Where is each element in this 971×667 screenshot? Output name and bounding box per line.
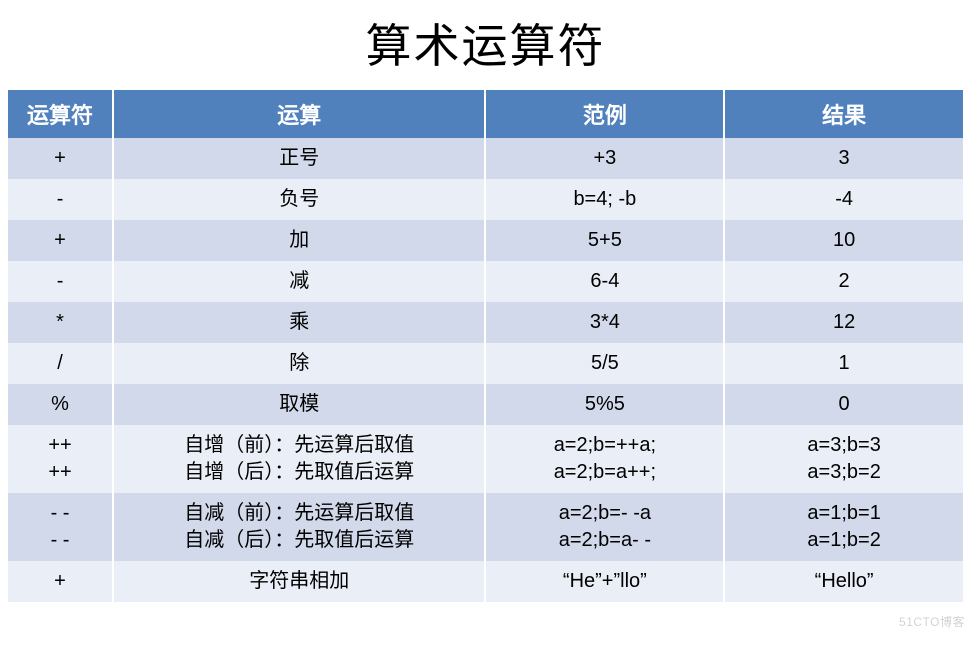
table-cell: a=2;b=++a; a=2;b=a++; — [485, 425, 724, 493]
table-cell: - - - - — [8, 493, 113, 561]
watermark-text: 51CTO博客 — [899, 613, 965, 630]
table-row: - - - -自减（前）：先运算后取值 自减（后）：先取值后运算a=2;b=- … — [8, 493, 963, 561]
table-cell: 正号 — [113, 138, 485, 179]
table-cell: 除 — [113, 343, 485, 384]
table-cell: 字符串相加 — [113, 561, 485, 602]
table-cell: 5/5 — [485, 343, 724, 384]
table-cell: % — [8, 384, 113, 425]
table-header-cell: 范例 — [485, 90, 724, 138]
table-row: +字符串相加“He”+”llo”“Hello” — [8, 561, 963, 602]
page-title: 算术运算符 — [8, 10, 963, 76]
table-header-cell: 结果 — [724, 90, 963, 138]
page-container: 算术运算符 运算符运算范例结果 +正号+33-负号b=4; -b-4+加5+51… — [0, 0, 971, 632]
table-header-row: 运算符运算范例结果 — [8, 90, 963, 138]
table-cell: 5+5 — [485, 220, 724, 261]
table-row: -减6-42 — [8, 261, 963, 302]
table-cell: 10 — [724, 220, 963, 261]
table-row: *乘3*412 — [8, 302, 963, 343]
table-cell: - — [8, 179, 113, 220]
table-row: +加5+510 — [8, 220, 963, 261]
table-header-cell: 运算 — [113, 90, 485, 138]
table-cell: ++ ++ — [8, 425, 113, 493]
table-cell: a=2;b=- -a a=2;b=a- - — [485, 493, 724, 561]
table-cell: 加 — [113, 220, 485, 261]
table-row: -负号b=4; -b-4 — [8, 179, 963, 220]
table-cell: 自增（前）：先运算后取值 自增（后）：先取值后运算 — [113, 425, 485, 493]
table-cell: + — [8, 220, 113, 261]
table-body: +正号+33-负号b=4; -b-4+加5+510-减6-42*乘3*412/除… — [8, 138, 963, 602]
table-cell: 自减（前）：先运算后取值 自减（后）：先取值后运算 — [113, 493, 485, 561]
table-cell: b=4; -b — [485, 179, 724, 220]
table-cell: + — [8, 561, 113, 602]
table-cell: 12 — [724, 302, 963, 343]
table-cell: 负号 — [113, 179, 485, 220]
table-row: ++ ++自增（前）：先运算后取值 自增（后）：先取值后运算a=2;b=++a;… — [8, 425, 963, 493]
table-cell: 0 — [724, 384, 963, 425]
table-cell: 3*4 — [485, 302, 724, 343]
table-row: %取模5%50 — [8, 384, 963, 425]
table-cell: + — [8, 138, 113, 179]
table-cell: 减 — [113, 261, 485, 302]
table-cell: 1 — [724, 343, 963, 384]
table-cell: 取模 — [113, 384, 485, 425]
table-cell: / — [8, 343, 113, 384]
table-head: 运算符运算范例结果 — [8, 90, 963, 138]
table-cell: * — [8, 302, 113, 343]
table-header-cell: 运算符 — [8, 90, 113, 138]
table-cell: 5%5 — [485, 384, 724, 425]
table-cell: 2 — [724, 261, 963, 302]
table-cell: “He”+”llo” — [485, 561, 724, 602]
table-cell: 乘 — [113, 302, 485, 343]
table-row: +正号+33 — [8, 138, 963, 179]
table-cell: -4 — [724, 179, 963, 220]
table-cell: +3 — [485, 138, 724, 179]
table-cell: 6-4 — [485, 261, 724, 302]
operators-table: 运算符运算范例结果 +正号+33-负号b=4; -b-4+加5+510-减6-4… — [8, 90, 963, 602]
table-cell: 3 — [724, 138, 963, 179]
table-cell: “Hello” — [724, 561, 963, 602]
table-cell: a=3;b=3 a=3;b=2 — [724, 425, 963, 493]
table-cell: - — [8, 261, 113, 302]
table-row: /除5/51 — [8, 343, 963, 384]
table-cell: a=1;b=1 a=1;b=2 — [724, 493, 963, 561]
